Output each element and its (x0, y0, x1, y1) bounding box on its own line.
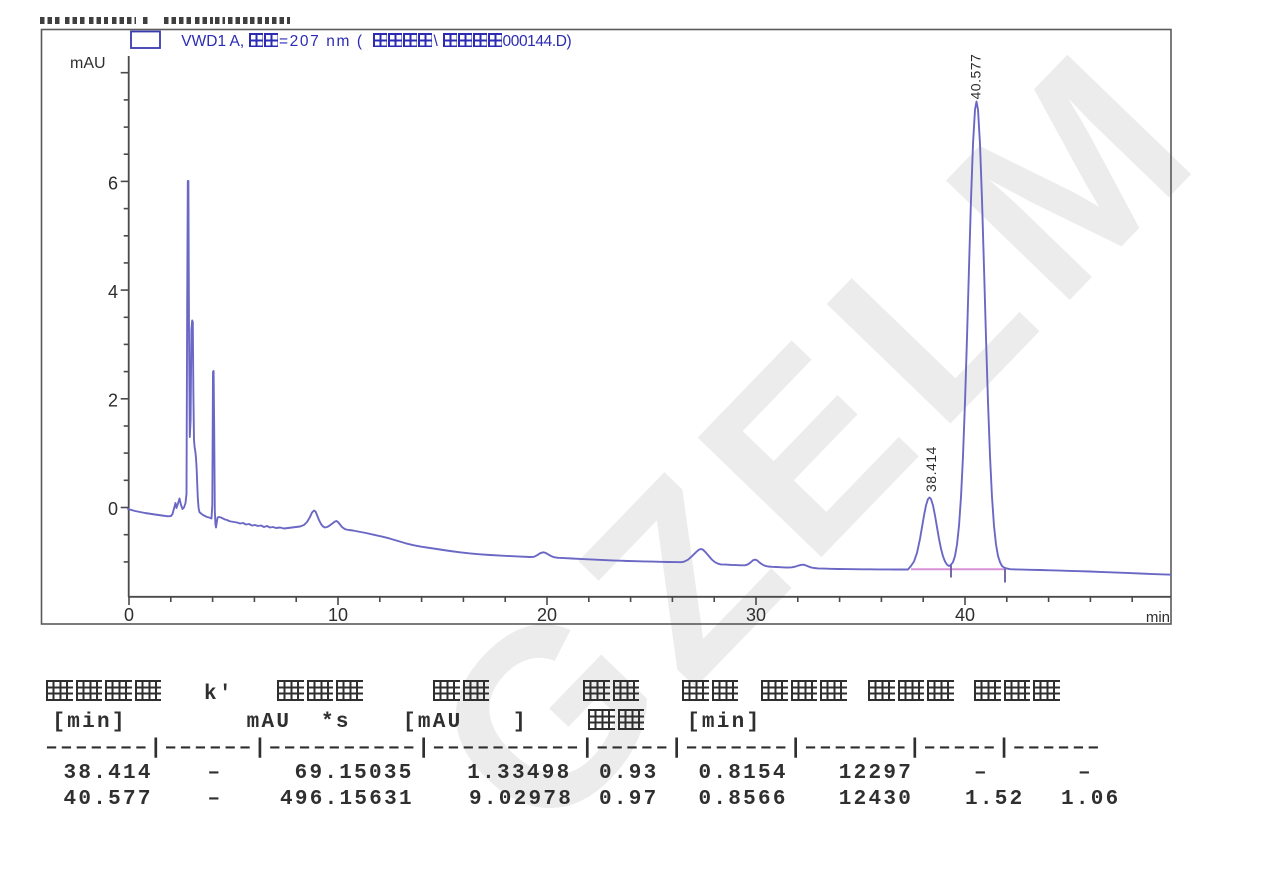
svg-text:30: 30 (746, 605, 766, 625)
svg-text:6: 6 (108, 174, 118, 194)
svg-text:2: 2 (108, 391, 118, 411)
svg-text:38.414: 38.414 (923, 446, 939, 492)
svg-text:min: min (1146, 609, 1170, 626)
svg-text:40: 40 (955, 605, 975, 625)
svg-text:mAU: mAU (70, 55, 106, 72)
svg-text:10: 10 (328, 605, 348, 625)
svg-text:4: 4 (108, 282, 118, 302)
svg-text:0: 0 (108, 499, 118, 519)
svg-text:40.577: 40.577 (968, 54, 984, 100)
svg-text:20: 20 (537, 605, 557, 625)
svg-text:0: 0 (124, 605, 134, 625)
